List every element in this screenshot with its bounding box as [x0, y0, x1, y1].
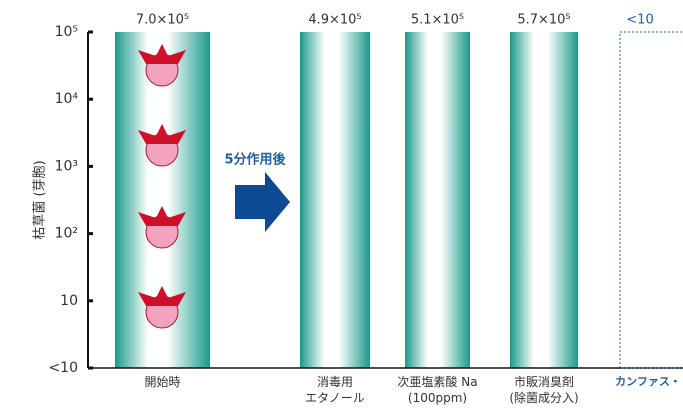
y-tick-label: 10³: [55, 158, 78, 174]
placeholder-outline: [619, 31, 683, 369]
value-label: 5.1×10⁵: [411, 13, 464, 28]
bar: [510, 32, 578, 368]
y-tick-label: <10: [48, 360, 78, 376]
x-tick-label: 開始時: [144, 375, 181, 389]
x-tick-label: カンファス・: [615, 375, 681, 388]
x-tick-label: 次亜塩素酸 Na (100ppm): [397, 375, 478, 405]
y-tick-label: 10²: [55, 226, 78, 242]
value-label: 5.7×10⁵: [517, 13, 570, 28]
value-label: 7.0×10⁵: [136, 13, 189, 28]
y-axis-label: 枯草菌 (芽胞): [33, 160, 48, 239]
value-label: <10: [626, 13, 653, 28]
mascots: [138, 44, 186, 329]
annotation: 5分作用後: [224, 152, 286, 168]
y-tick-label: 10: [60, 293, 78, 309]
x-tick-label: 消毒用 エタノール: [305, 375, 365, 405]
bar: [300, 32, 370, 368]
y-tick-label: 10⁴: [55, 91, 79, 107]
bar: [405, 32, 470, 368]
x-tick-label: 市販消臭剤 (除菌成分入): [509, 375, 579, 405]
y-tick-label: 10⁵: [55, 24, 78, 40]
arrow: [235, 172, 290, 232]
value-label: 4.9×10⁵: [308, 13, 361, 28]
